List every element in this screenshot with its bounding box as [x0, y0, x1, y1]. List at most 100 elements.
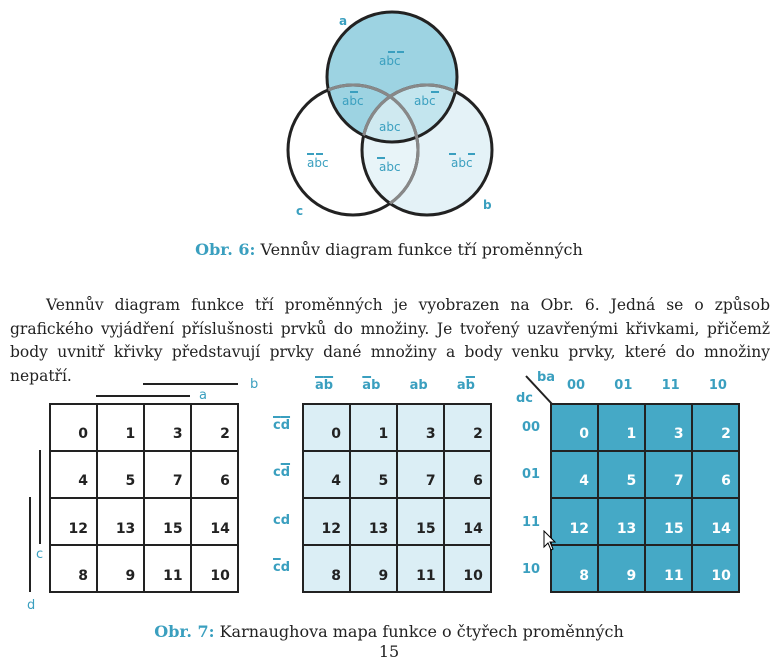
kmap-literal-cell: 8 — [302, 545, 349, 592]
kmap-plain-variable-bars — [29, 383, 238, 592]
kmap-literal-cell-value: 6 — [473, 473, 483, 490]
kmap-plain-cell-value: 3 — [172, 426, 183, 442]
kmap-binary-cell-value: 0 — [579, 426, 589, 442]
kmap-literal-row-label-letter: d — [280, 465, 291, 481]
kmap-literal-cell: 2 — [444, 403, 491, 450]
kmap-literal-cell: 15 — [397, 498, 444, 545]
kmap-plain-label-d: d — [27, 598, 36, 613]
kmap-binary-corner-left: dc — [516, 391, 534, 406]
kmap-literal-cell: 11 — [397, 545, 444, 592]
kmap-binary-col-label: 00 — [567, 378, 586, 393]
kmap-binary-cell: 10 — [692, 545, 739, 592]
kmap-binary-col-label: 11 — [661, 378, 680, 393]
kmap-plain-cell: 6 — [191, 450, 238, 497]
kmap-literal-col-label: ab — [362, 378, 380, 393]
kmap-literal: 0 1 3 2 4 5 7 6 12 13 15 14 8 9 11 10 — [302, 403, 492, 593]
kmap-literal-cell: 10 — [444, 545, 491, 592]
kmap-literal-col-label: ab — [410, 378, 428, 393]
kmap-literal-cell: 0 — [302, 403, 349, 450]
kmap-literal-cell-value: 2 — [473, 426, 483, 442]
kmap-literal-row-label: cd — [273, 560, 290, 575]
kmap-binary-cell: 3 — [645, 403, 692, 450]
kmap-binary-cell-value: 9 — [626, 567, 637, 584]
kmap-plain-cell: 9 — [96, 545, 143, 592]
kmap-binary-cell: 11 — [645, 545, 692, 592]
kmap-literal-cell: 4 — [302, 450, 349, 497]
figure-6-caption: Obr. 6: Vennův diagram funkce tří proměn… — [0, 240, 778, 259]
kmap-plain-cell: 4 — [49, 450, 96, 497]
kmap-binary-corner-top: ba — [537, 370, 556, 385]
kmap-literal-cell-value: 13 — [368, 520, 389, 537]
kmap-literal-cell-value: 3 — [425, 426, 436, 442]
kmap-literal-cell: 13 — [349, 498, 396, 545]
kmap-plain-cell-value: 5 — [125, 473, 136, 490]
kmap-binary-cell: 12 — [550, 498, 597, 545]
kmap-plain-cell: 5 — [96, 450, 143, 497]
kmap-literal-cell-value: 10 — [463, 567, 483, 584]
kmap-binary-cell-value: 14 — [711, 520, 731, 537]
kmap-literal-row-label-letter: d — [280, 418, 291, 433]
kmap-binary-col-label: 01 — [614, 378, 633, 393]
kmap-literal-row-label-letter: d — [280, 512, 291, 528]
figure-6-text: Vennův diagram funkce tří proměnných — [255, 240, 583, 259]
region-a-only: abc — [379, 54, 401, 68]
kmap-plain-cell: 7 — [144, 450, 191, 497]
kmap-literal-cell: 3 — [397, 403, 444, 450]
figure-6-label: Obr. 6: — [195, 240, 256, 259]
figure-7-label: Obr. 7: — [154, 622, 215, 641]
kmap-literal-row-label-letter: c — [273, 512, 281, 528]
page-number: 15 — [378, 642, 400, 661]
kmap-binary-cell-value: 15 — [664, 520, 684, 537]
kmap-literal-cell-value: 0 — [331, 426, 341, 442]
body-paragraph: Vennův diagram funkce tří proměnných je … — [10, 296, 770, 385]
kmap-plain-cell-value: 0 — [78, 426, 88, 442]
kmap-binary-cell: 5 — [597, 450, 644, 497]
kmap-literal-row-label-letter: c — [273, 559, 281, 575]
kmap-binary-cell: 8 — [550, 545, 597, 592]
kmap-plain-cell-value: 12 — [68, 520, 88, 537]
kmap-plain-cell-value: 10 — [210, 567, 230, 584]
kmap-literal-col-label-letter: b — [323, 378, 334, 393]
kmap-plain-cell-value: 6 — [220, 473, 230, 490]
kmap-literal-cell: 5 — [349, 450, 396, 497]
venn-label-b: b — [483, 198, 492, 212]
kmap-plain-cell-value: 7 — [172, 473, 183, 490]
kmap-plain-label-b: b — [250, 377, 259, 392]
kmap-plain-cell: 10 — [191, 545, 238, 592]
kmap-plain-cell-value: 15 — [163, 520, 183, 537]
kmap-plain-cell-value: 2 — [220, 426, 230, 442]
kmap-plain-cell: 11 — [144, 545, 191, 592]
region-a-c: abc — [342, 94, 364, 108]
kmap-binary-cell-value: 3 — [673, 426, 684, 442]
figure-7-caption: Obr. 7: Karnaughova mapa funkce o čtyřec… — [0, 622, 778, 641]
kmap-plain-cell: 15 — [144, 498, 191, 545]
kmap-binary-cell: 14 — [692, 498, 739, 545]
kmap-binary-row-label: 01 — [522, 467, 541, 483]
region-abc: abc — [379, 120, 401, 134]
kmap-binary-cell: 2 — [692, 403, 739, 450]
kmap-plain-cell-value: 13 — [115, 520, 136, 537]
kmap-binary-cell-value: 11 — [664, 567, 684, 584]
venn-label-a: a — [339, 14, 347, 28]
kmap-binary-cell-value: 4 — [579, 473, 589, 490]
kmap-literal-col-label: ab — [315, 378, 333, 393]
kmap-binary-cell: 6 — [692, 450, 739, 497]
kmap-literal-cell-value: 9 — [378, 567, 389, 584]
kmap-binary-cell: 4 — [550, 450, 597, 497]
kmap-plain-cell: 2 — [191, 403, 238, 450]
kmap-literal-col-label-letter: a — [409, 378, 419, 393]
kmap-plain-cell-value: 1 — [125, 426, 136, 442]
kmap-binary-row-label: 11 — [522, 514, 541, 530]
kmap-literal-row-label-letter: d — [280, 559, 291, 575]
kmap-literal-row-label-letter: c — [273, 465, 281, 481]
kmap-binary-corner-diagonal — [525, 375, 553, 405]
kmap-literal-col-label-letter: b — [465, 378, 475, 393]
kmap-plain-cell: 12 — [49, 498, 96, 545]
figure-7-text: Karnaughova mapa funkce o čtyřech proměn… — [214, 622, 624, 641]
kmap-binary-cell-value: 2 — [721, 426, 731, 442]
kmap-literal-col-label-letter: b — [418, 378, 428, 393]
kmap-binary-cell: 1 — [597, 403, 644, 450]
kmap-literal-cell: 6 — [444, 450, 491, 497]
kmap-literal-cell-value: 11 — [416, 567, 436, 584]
kmap-literal-row-label: cd — [273, 465, 290, 480]
